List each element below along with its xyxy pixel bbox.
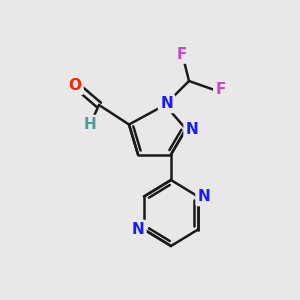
Text: N: N (186, 122, 198, 136)
Text: N: N (160, 96, 173, 111)
Text: F: F (215, 82, 226, 98)
Text: O: O (68, 78, 82, 93)
Text: H: H (84, 117, 96, 132)
Text: N: N (132, 222, 144, 237)
Text: F: F (176, 46, 187, 62)
Text: N: N (198, 189, 210, 204)
